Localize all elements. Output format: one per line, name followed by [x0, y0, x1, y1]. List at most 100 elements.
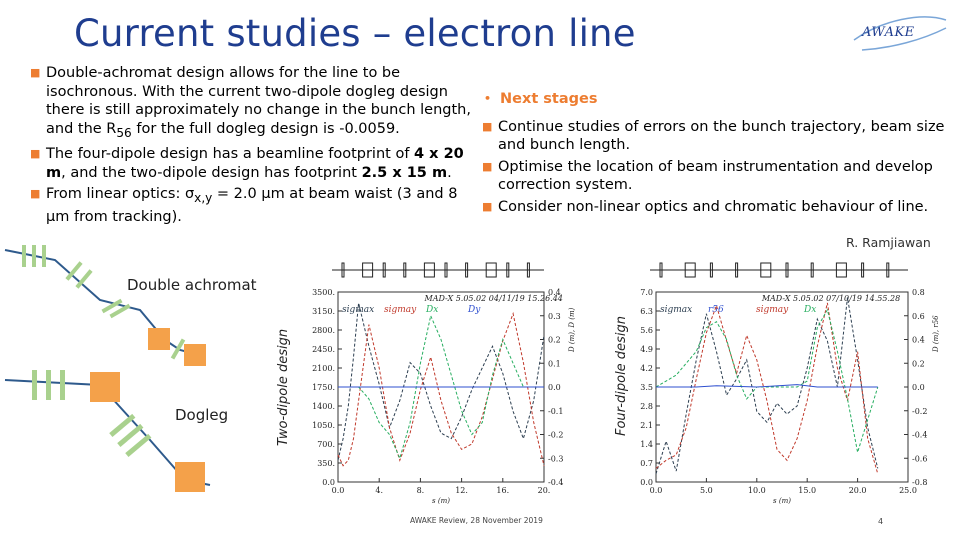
y2-tick-label: -0.2 — [548, 431, 563, 440]
quad-magnet — [109, 303, 131, 319]
x-tick-label: 0.0 — [650, 486, 663, 495]
lattice-element — [886, 262, 890, 278]
x-tick-label: 10.0 — [748, 486, 766, 495]
double-achromat-diagram — [4, 245, 206, 366]
x-tick-label: 20.0 — [849, 486, 867, 495]
y-tick-label: 0.0 — [640, 478, 653, 487]
y-tick-label: 0.0 — [322, 478, 335, 487]
x-tick-label: 8. — [417, 486, 425, 495]
bullet-marker: • — [484, 92, 492, 105]
dipole-magnet — [90, 372, 120, 402]
bullet-marker: ■ — [482, 199, 493, 213]
y2-tick-label: -0.3 — [548, 454, 563, 463]
lattice-element — [526, 262, 530, 278]
lattice-element — [810, 262, 814, 278]
next-stages-list: • Next stages ■ Continue studies of erro… — [478, 90, 948, 220]
legend-entry: sigmax — [660, 305, 692, 315]
series-line-Dx — [655, 308, 879, 453]
lattice-element — [735, 262, 739, 278]
double-achromat-label: Double achromat — [127, 276, 257, 294]
bullet-text-tail: = 2.0 µm at beam waist (3 and 8 µm from … — [46, 186, 458, 225]
y2-tick-label: -0.6 — [912, 454, 927, 463]
lattice-element — [465, 262, 469, 278]
heading-text: Next stages — [500, 91, 598, 107]
y2-tick-label: 0.4 — [912, 336, 925, 345]
legend-entry: sigmay — [384, 305, 417, 315]
plot-header: MAD-X 5.05.02 07/10/19 14.55.28 — [761, 294, 900, 303]
quad-magnet — [125, 433, 152, 457]
next-stage-text: Optimise the location of beam instrument… — [498, 158, 933, 194]
lattice-element — [760, 262, 772, 278]
y-tick-label: 1400. — [312, 402, 335, 411]
y2-tick-label: 0.1 — [548, 359, 561, 368]
x-tick-label: 15.0 — [798, 486, 816, 495]
y-tick-label: 2450. — [312, 345, 335, 354]
quad-magnet — [32, 370, 37, 400]
beamline-schematic — [4, 245, 211, 492]
series-line-sigmax — [655, 297, 879, 475]
lattice-element — [341, 262, 345, 278]
bullet-footprint: ■ The four-dipole design has a beamline … — [26, 145, 474, 182]
y-tick-label: 3.5 — [640, 383, 653, 392]
y2-axis-label: D (m), r56 — [932, 315, 940, 353]
beam-path — [4, 249, 201, 356]
legend-entry: r56 — [708, 305, 724, 315]
quad-magnet — [22, 245, 26, 267]
y-tick-label: 2.1 — [640, 421, 653, 430]
legend-entry: Dy — [467, 305, 481, 315]
next-stage-item: ■ Continue studies of errors on the bunc… — [478, 118, 948, 155]
y-tick-label: 6.3 — [640, 307, 653, 316]
dipole-magnet — [148, 328, 170, 350]
bullet-subscript: 56 — [116, 125, 132, 140]
quad-magnet — [42, 245, 46, 267]
quad-magnet — [117, 423, 144, 447]
y2-tick-label: -0.4 — [548, 478, 563, 487]
lattice-element — [423, 262, 435, 278]
left-bullet-list: ■ Double-achromat design allows for the … — [26, 64, 474, 230]
bullet-marker: ■ — [482, 159, 493, 173]
page-number: 4 — [878, 517, 884, 526]
bullet-marker: ■ — [482, 119, 493, 133]
y-tick-label: 1750. — [312, 383, 335, 392]
x-axis-label: s (m) — [432, 497, 450, 504]
x-tick-label: 4. — [375, 486, 383, 495]
bullet-bold: 2.5 x 15 m — [361, 164, 448, 181]
four-dipole-optics-plot: MAD-X 5.05.02 07/10/19 14.55.28 sigmax r56… — [640, 262, 940, 504]
x-tick-label: 16. — [496, 486, 509, 495]
y2-tick-label: -0.8 — [912, 478, 927, 487]
y-tick-label: 3500. — [312, 288, 335, 297]
slide-title: Current studies – electron line — [74, 12, 636, 55]
y2-tick-label: 0.2 — [912, 359, 925, 368]
dogleg-diagram — [4, 370, 211, 492]
quad-magnet — [65, 261, 83, 281]
bullet-linear-optics: ■ From linear optics: σx,y = 2.0 µm at b… — [26, 185, 474, 226]
bullet-text: Double-achromat design allows for the li… — [46, 65, 471, 137]
y-tick-label: 350. — [317, 459, 335, 468]
four-dipole-label: Four-dipole design — [614, 316, 629, 436]
bullet-text-tail: for the full dogleg design is -0.0059. — [131, 120, 400, 137]
y2-axis-label: D (m), D (m) — [568, 307, 576, 353]
bullet-marker: ■ — [30, 187, 41, 201]
y2-tick-label: 0.8 — [912, 288, 925, 297]
series-line-sigmay — [337, 311, 545, 467]
author-credit: R. Ramjiawan — [846, 235, 931, 250]
legend-entry: Dx — [425, 305, 438, 315]
y2-tick-label: 0.0 — [912, 383, 925, 392]
bullet-text-tail: . — [447, 164, 452, 181]
x-tick-label: 20. — [538, 486, 551, 495]
quad-magnet — [75, 269, 93, 289]
y-tick-label: 700. — [317, 440, 335, 449]
y-tick-label: 3150. — [312, 307, 335, 316]
y2-tick-label: 0.0 — [548, 383, 561, 392]
lattice-element — [506, 262, 510, 278]
quad-magnet — [109, 413, 136, 437]
quad-magnet — [46, 370, 51, 400]
bullet-text: From linear optics: σ — [46, 186, 195, 203]
bullet-bold: 4 x 20 m — [46, 146, 464, 181]
logo-text: AWAKE — [862, 25, 915, 40]
lattice-element — [785, 262, 789, 278]
series-line-sigmax — [337, 302, 545, 461]
two-dipole-label: Two-dipole design — [276, 328, 291, 446]
legend-entry: sigmay — [756, 305, 789, 315]
lattice-element — [861, 262, 865, 278]
